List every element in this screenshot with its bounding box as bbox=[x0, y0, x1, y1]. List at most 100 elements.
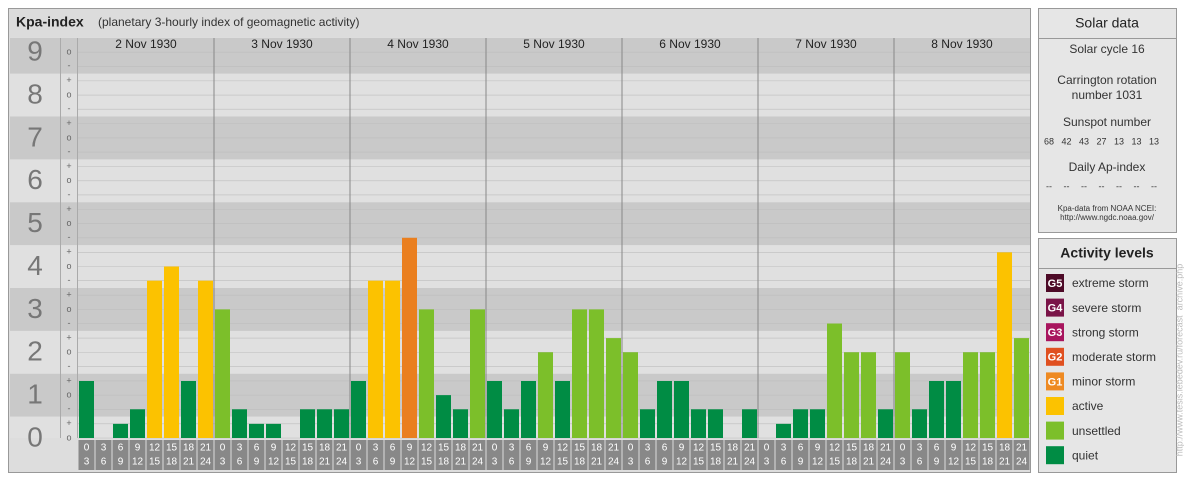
hour-label: 18 bbox=[183, 443, 195, 454]
hour-box bbox=[877, 440, 894, 470]
hour-box bbox=[146, 440, 163, 470]
hour-label: 0 bbox=[900, 443, 906, 454]
bar bbox=[963, 352, 978, 438]
hour-box bbox=[163, 440, 180, 470]
bar bbox=[589, 309, 604, 438]
hour-label: 9 bbox=[798, 457, 804, 468]
hour-box bbox=[503, 440, 520, 470]
bar bbox=[521, 380, 536, 438]
hour-label: 6 bbox=[101, 457, 107, 468]
sunspot-value: 42 bbox=[1061, 136, 1071, 146]
ap-value: -- bbox=[1116, 181, 1122, 191]
hour-label: 21 bbox=[863, 457, 875, 468]
bar bbox=[980, 352, 995, 438]
hour-label: 21 bbox=[608, 443, 620, 454]
level-swatch bbox=[1046, 421, 1064, 440]
hour-label: 12 bbox=[812, 457, 824, 468]
hour-label: 6 bbox=[526, 443, 532, 454]
minor-tick-label: + bbox=[66, 290, 71, 300]
level-label: quiet bbox=[1072, 448, 1099, 462]
bar bbox=[623, 352, 638, 438]
bar bbox=[79, 380, 94, 438]
bar bbox=[402, 237, 417, 438]
minor-tick-label: o bbox=[66, 218, 71, 228]
hour-label: 24 bbox=[472, 457, 484, 468]
hour-label: 21 bbox=[727, 457, 739, 468]
hour-box bbox=[299, 440, 316, 470]
hour-label: 15 bbox=[166, 443, 178, 454]
minor-tick-label: o bbox=[66, 432, 71, 442]
minor-tick-label: + bbox=[66, 418, 71, 428]
y-tick-label: 0 bbox=[27, 421, 43, 452]
bar bbox=[827, 323, 842, 438]
bar bbox=[810, 409, 825, 438]
minor-tick-label: + bbox=[66, 332, 71, 342]
bar bbox=[946, 380, 961, 438]
hour-box bbox=[707, 440, 724, 470]
minor-tick-label: - bbox=[68, 146, 71, 156]
hour-label: 18 bbox=[982, 457, 994, 468]
minor-tick-label: + bbox=[66, 75, 71, 85]
hour-label: 6 bbox=[662, 443, 668, 454]
y-tick-label: 2 bbox=[27, 336, 43, 367]
hour-label: 21 bbox=[472, 443, 484, 454]
hour-label: 9 bbox=[934, 457, 940, 468]
bar bbox=[436, 395, 451, 438]
solar-panel bbox=[1038, 8, 1177, 233]
hour-label: 15 bbox=[302, 443, 314, 454]
minor-tick-label: o bbox=[66, 132, 71, 142]
ap-title: Daily Ap-index bbox=[1069, 160, 1146, 174]
hour-label: 15 bbox=[982, 443, 994, 454]
hour-label: 15 bbox=[693, 457, 705, 468]
minor-tick-label: + bbox=[66, 161, 71, 171]
hour-label: 15 bbox=[149, 457, 161, 468]
hour-box bbox=[894, 440, 911, 470]
hour-label: 15 bbox=[846, 443, 858, 454]
minor-tick-label: o bbox=[66, 261, 71, 271]
sunspot-value: 68 bbox=[1044, 136, 1054, 146]
hour-box bbox=[809, 440, 826, 470]
bar bbox=[419, 309, 434, 438]
hour-label: 3 bbox=[628, 457, 634, 468]
sunspot-value: 27 bbox=[1096, 136, 1106, 146]
hour-label: 0 bbox=[628, 443, 634, 454]
hour-label: 12 bbox=[676, 457, 688, 468]
hour-label: 12 bbox=[965, 443, 977, 454]
hour-label: 6 bbox=[645, 457, 651, 468]
hour-box bbox=[843, 440, 860, 470]
hour-label: 12 bbox=[285, 443, 297, 454]
hour-label: 9 bbox=[815, 443, 821, 454]
ap-value: -- bbox=[1081, 181, 1087, 191]
day-label: 3 Nov 1930 bbox=[251, 37, 313, 51]
hour-label: 3 bbox=[917, 443, 923, 454]
hour-box bbox=[860, 440, 877, 470]
hour-label: 0 bbox=[492, 443, 498, 454]
hour-box bbox=[486, 440, 503, 470]
minor-tick-label: - bbox=[68, 275, 71, 285]
hour-label: 0 bbox=[220, 443, 226, 454]
hour-box bbox=[911, 440, 928, 470]
day-label: 4 Nov 1930 bbox=[387, 37, 449, 51]
level-badge: G4 bbox=[1048, 303, 1064, 315]
bar bbox=[742, 409, 757, 438]
hour-label: 12 bbox=[948, 457, 960, 468]
minor-tick-label: + bbox=[66, 375, 71, 385]
y-tick-label: 7 bbox=[27, 121, 43, 152]
hour-label: 9 bbox=[407, 443, 413, 454]
level-label: moderate storm bbox=[1072, 350, 1156, 364]
level-swatch bbox=[1046, 347, 1064, 366]
levels-title: Activity levels bbox=[1060, 245, 1154, 261]
hour-label: 9 bbox=[254, 457, 260, 468]
hour-box bbox=[435, 440, 452, 470]
subtitle: (planetary 3-hourly index of geomagnetic… bbox=[98, 15, 359, 29]
y-tick-label: 5 bbox=[27, 207, 43, 238]
title: Kpa-index bbox=[16, 14, 84, 30]
hour-label: 24 bbox=[608, 457, 620, 468]
hour-label: 12 bbox=[829, 443, 841, 454]
hour-box bbox=[588, 440, 605, 470]
bar bbox=[538, 352, 553, 438]
hour-label: 18 bbox=[574, 457, 586, 468]
hour-label: 15 bbox=[710, 443, 722, 454]
day-label: 7 Nov 1930 bbox=[795, 37, 857, 51]
hour-label: 21 bbox=[336, 443, 348, 454]
